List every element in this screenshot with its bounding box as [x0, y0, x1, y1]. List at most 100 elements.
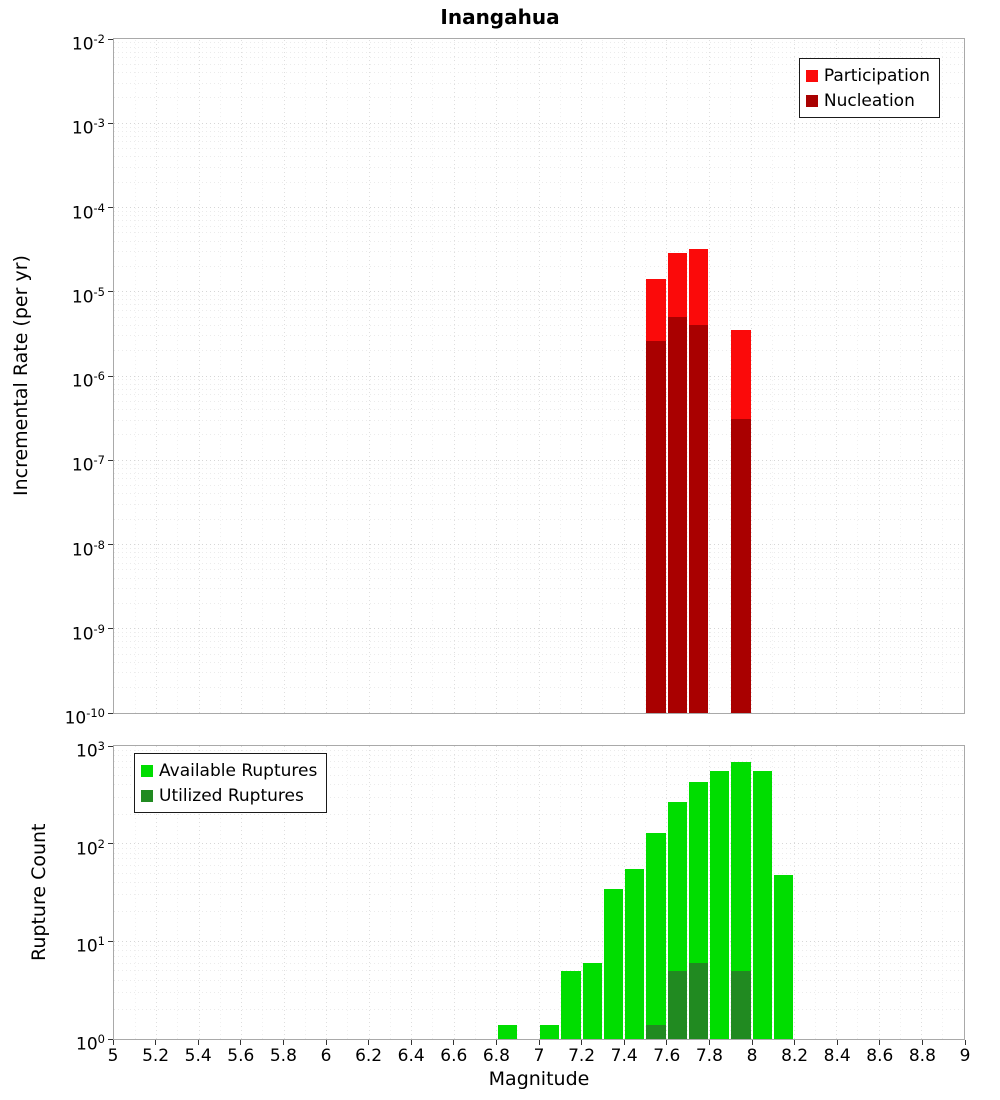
gridline-vertical	[772, 39, 774, 713]
nucleation-bar	[667, 317, 687, 713]
gridline-horizontal-minor	[114, 210, 964, 212]
gridline-vertical	[921, 746, 922, 1039]
x-tick-mark	[282, 1040, 284, 1045]
y-tick-mark	[108, 207, 113, 208]
gridline-horizontal-minor	[114, 383, 964, 385]
gridline-horizontal-minor	[114, 394, 964, 396]
gridline-horizontal-minor	[114, 135, 964, 137]
nucleation-bar	[688, 325, 708, 713]
gridline-horizontal-minor	[114, 130, 964, 132]
gridline-horizontal-minor	[114, 148, 964, 150]
x-tick-label: 7.4	[610, 1046, 638, 1066]
gridline-horizontal-minor	[114, 42, 964, 44]
gridline-horizontal	[114, 459, 964, 461]
gridline-vertical	[177, 39, 179, 713]
gridline-horizontal-minor	[114, 858, 964, 860]
x-axis-title: Magnitude	[488, 1068, 590, 1090]
gridline-horizontal-minor	[114, 552, 964, 554]
gridline-horizontal-minor	[114, 434, 964, 436]
gridline-horizontal-minor	[114, 847, 964, 849]
gridline-horizontal-minor	[114, 962, 964, 964]
gridline-horizontal-minor	[114, 295, 964, 297]
x-tick-mark	[666, 1040, 668, 1045]
gridline-vertical	[878, 746, 880, 1039]
y-tick-label: 10-6	[71, 369, 105, 392]
x-tick-label: 9	[959, 1046, 971, 1066]
gridline-horizontal-minor	[114, 970, 964, 972]
gridline-horizontal-minor	[114, 950, 964, 952]
gridline-horizontal-minor	[114, 547, 964, 549]
gridline-vertical	[453, 39, 455, 713]
gridline-horizontal-minor	[114, 945, 964, 947]
x-tick-label: 8.6	[866, 1046, 894, 1066]
gridline-horizontal-minor	[114, 478, 964, 480]
y-tick-mark	[108, 122, 113, 124]
gridline-vertical	[581, 39, 582, 713]
gridline-horizontal-minor	[114, 463, 964, 465]
nucleation-label: Nucleation	[823, 90, 915, 111]
gridline-horizontal-minor	[114, 882, 964, 884]
gridline-vertical	[496, 39, 497, 713]
legend-item-nucleation: Nucleation	[805, 88, 930, 113]
gridline-vertical	[814, 746, 816, 1039]
x-tick-label: 5	[107, 1046, 119, 1066]
gridline-vertical	[283, 39, 285, 713]
y-tick-mark	[108, 628, 113, 630]
gridline-vertical	[219, 39, 221, 713]
x-tick-mark	[325, 1040, 327, 1045]
participation-label: Participation	[823, 65, 930, 86]
x-tick-label: 8.8	[908, 1046, 936, 1066]
gridline-vertical	[368, 746, 370, 1039]
gridline-vertical	[836, 39, 837, 713]
y-tick-mark	[108, 291, 113, 293]
nucleation-bar	[646, 341, 666, 713]
figure-title: Inangahua	[440, 5, 560, 29]
gridline-vertical	[942, 746, 944, 1039]
y-tick-mark	[108, 375, 113, 377]
gridline-horizontal-minor	[114, 299, 964, 301]
gridline-vertical	[538, 39, 540, 713]
x-tick-label: 7.2	[568, 1046, 596, 1066]
gridline-horizontal-minor	[114, 309, 964, 311]
gridline-horizontal-minor	[114, 240, 964, 242]
gridline-horizontal-minor	[114, 141, 964, 143]
x-tick-mark	[112, 1040, 114, 1045]
gridline-horizontal-minor	[114, 646, 964, 648]
gridline-horizontal-minor	[114, 955, 964, 957]
gridline-horizontal-minor	[114, 46, 964, 48]
gridline-horizontal-minor	[114, 749, 964, 751]
x-tick-label: 7.6	[653, 1046, 681, 1066]
x-tick-label: 6	[320, 1046, 332, 1066]
gridline-vertical	[432, 39, 434, 713]
gridline-horizontal-minor	[114, 51, 964, 53]
x-tick-mark	[197, 1040, 199, 1045]
gridline-horizontal-minor	[114, 400, 964, 402]
gridline-horizontal-minor	[114, 485, 964, 487]
gridline-horizontal-minor	[114, 852, 964, 854]
gridline-vertical	[453, 746, 455, 1039]
gridline-vertical	[411, 39, 412, 713]
gridline-vertical	[368, 39, 370, 713]
gridline-vertical	[708, 39, 710, 713]
x-tick-mark	[879, 1040, 881, 1045]
gridline-horizontal-minor	[114, 661, 964, 663]
gridline-horizontal-minor	[114, 324, 964, 326]
gridline-vertical	[389, 39, 391, 713]
gridline-vertical	[942, 39, 944, 713]
legend-item-available-ruptures: Available Ruptures	[141, 758, 317, 783]
available-ruptures-label: Available Ruptures	[159, 760, 318, 781]
gridline-vertical	[411, 746, 412, 1039]
gridline-vertical	[326, 39, 327, 713]
gridline-horizontal-minor	[114, 388, 964, 390]
x-tick-mark	[581, 1040, 583, 1045]
gridline-horizontal-minor	[114, 653, 964, 655]
x-tick-mark	[836, 1040, 838, 1045]
x-tick-label: 8.2	[781, 1046, 809, 1066]
utilized-ruptures-bar	[688, 963, 708, 1039]
x-tick-mark	[708, 1040, 710, 1045]
gridline-vertical	[347, 746, 349, 1039]
bottom-y-axis-title: Rupture Count	[28, 823, 50, 962]
nucleation-bar	[731, 418, 751, 713]
x-tick-mark	[623, 1040, 625, 1045]
gridline-horizontal-minor	[114, 588, 964, 590]
